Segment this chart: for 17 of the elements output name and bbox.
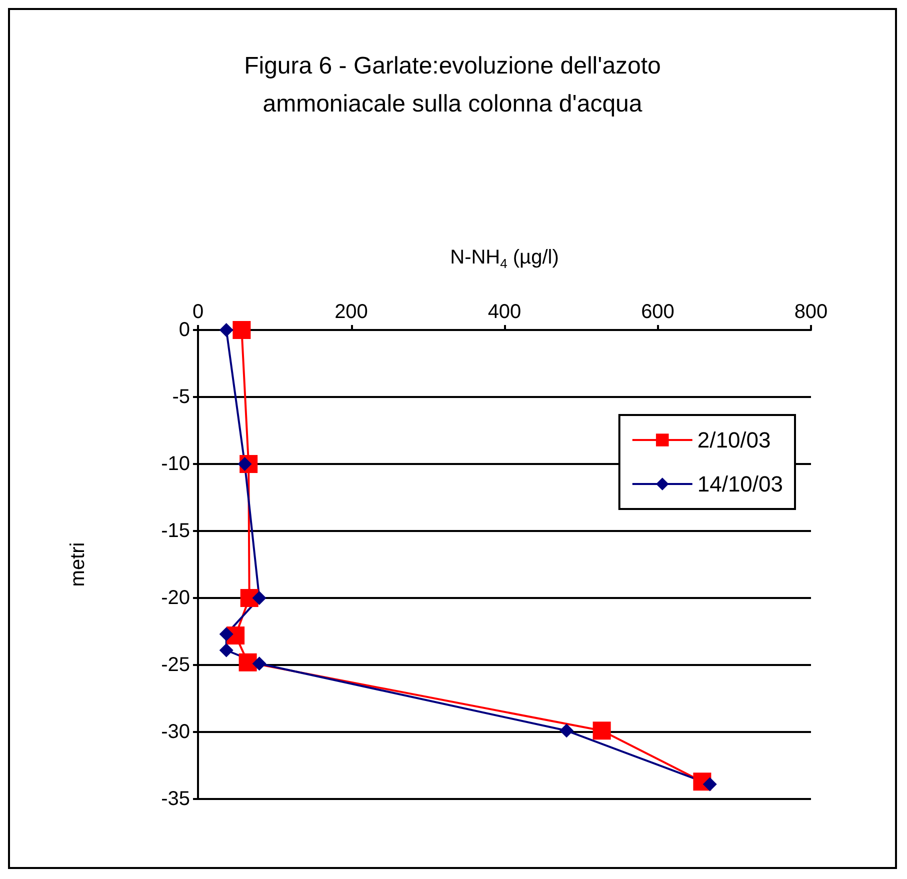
y-tick-label: -30 (161, 721, 190, 743)
x-tick-label: 0 (192, 301, 204, 323)
y-tick-label: -20 (161, 587, 190, 609)
y-tick-label: -5 (172, 386, 190, 408)
legend-label: 2/10/03 (697, 428, 771, 452)
x-tick-label: 600 (641, 301, 674, 323)
y-tick-label: -10 (161, 453, 190, 475)
y-tick-label: -15 (161, 520, 190, 542)
y-tick-label: -35 (161, 788, 190, 810)
y-axis-title: metri (67, 542, 89, 587)
legend-label: 14/10/03 (697, 472, 784, 496)
x-tick-label: 400 (488, 301, 522, 323)
y-tick-label: -25 (161, 654, 190, 676)
x-tick-label: 200 (334, 301, 368, 323)
chart-title: Figura 6 - Garlate:evoluzione dell'azoto ammoniacale sulla colonna d'acqua (244, 52, 661, 118)
x-tick-label: 800 (794, 301, 828, 323)
y-tick-label: 0 (178, 319, 190, 341)
